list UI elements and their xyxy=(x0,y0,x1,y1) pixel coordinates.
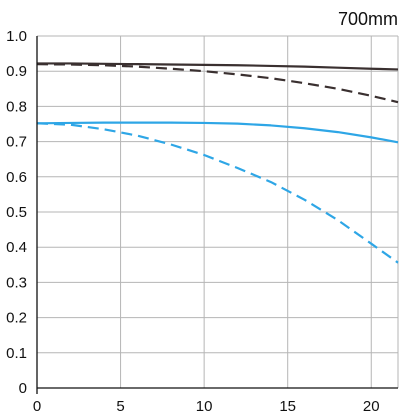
x-tick-label: 10 xyxy=(196,398,213,415)
grid-lines xyxy=(37,35,399,388)
series-line-3-solid xyxy=(36,121,399,144)
y-tick-label: 0.3 xyxy=(6,274,27,291)
y-tick-label: 0.1 xyxy=(6,345,27,362)
y-tick-label: 1.0 xyxy=(6,28,27,45)
x-tick-label: 0 xyxy=(33,398,41,415)
tick-labels: 0 0.1 0.2 0.3 0.4 0.5 0.6 0.7 0.8 0.9 1.0 0 5 10 15 20 xyxy=(6,28,379,415)
y-tick-label: 0.9 xyxy=(6,63,27,80)
x-tick-label: 20 xyxy=(363,398,380,415)
y-tick-label: 0.8 xyxy=(6,98,27,115)
y-tick-label: 0.2 xyxy=(6,310,27,327)
chart-title: 700mm xyxy=(338,9,398,29)
y-tick-label: 0.6 xyxy=(6,169,27,186)
y-tick-label: 0 xyxy=(19,380,27,397)
series-line-2-dashed xyxy=(36,63,399,104)
y-tick-label: 0.7 xyxy=(6,134,27,151)
series-lines xyxy=(36,62,399,264)
series-line-1-solid xyxy=(37,62,399,71)
axes xyxy=(36,36,398,394)
x-tick-label: 5 xyxy=(116,398,124,415)
y-tick-label: 0.4 xyxy=(6,239,27,256)
series-line-4-dashed xyxy=(36,122,399,264)
y-tick-label: 0.5 xyxy=(6,204,27,221)
x-tick-label: 15 xyxy=(279,398,296,415)
